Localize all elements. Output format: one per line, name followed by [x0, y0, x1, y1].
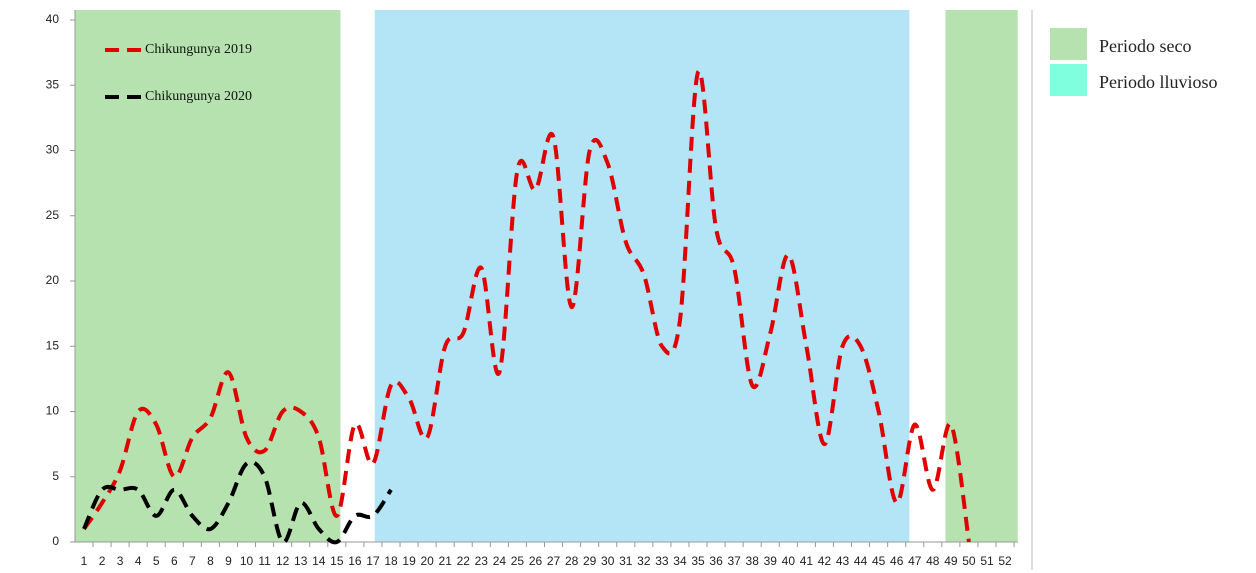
- x-tick-label: 15: [330, 554, 344, 568]
- period-band: [945, 10, 1018, 542]
- x-tick-label: 6: [171, 554, 178, 568]
- x-tick-label: 41: [800, 554, 814, 568]
- x-tick-label: 38: [746, 554, 760, 568]
- x-tick-label: 20: [420, 554, 434, 568]
- x-tick-label: 19: [402, 554, 416, 568]
- x-tick-label: 39: [764, 554, 778, 568]
- x-tick-label: 33: [655, 554, 669, 568]
- x-tick-label: 44: [854, 554, 868, 568]
- x-tick-label: 12: [276, 554, 290, 568]
- y-tick-label: 15: [46, 338, 60, 352]
- x-tick-label: 13: [294, 554, 308, 568]
- period-band: [74, 10, 341, 542]
- x-tick-label: 27: [547, 554, 561, 568]
- x-tick-label: 3: [117, 554, 124, 568]
- x-tick-label: 45: [872, 554, 886, 568]
- x-tick-label: 25: [511, 554, 525, 568]
- y-tick-label: 40: [46, 12, 60, 26]
- x-tick-label: 35: [691, 554, 705, 568]
- x-tick-label: 23: [475, 554, 489, 568]
- x-tick-label: 4: [135, 554, 142, 568]
- x-tick-label: 42: [818, 554, 832, 568]
- x-tick-label: 37: [727, 554, 741, 568]
- y-tick-label: 5: [52, 469, 59, 483]
- x-tick-label: 5: [153, 554, 160, 568]
- y-tick-label: 25: [46, 208, 60, 222]
- x-tick-label: 47: [908, 554, 922, 568]
- y-tick-label: 30: [46, 143, 60, 157]
- legend-label: Chikungunya 2020: [145, 89, 252, 104]
- x-tick-label: 43: [836, 554, 850, 568]
- x-tick-label: 17: [366, 554, 380, 568]
- x-tick-label: 32: [637, 554, 651, 568]
- x-tick-label: 22: [457, 554, 471, 568]
- x-tick-label: 49: [944, 554, 958, 568]
- y-tick-label: 0: [52, 534, 59, 548]
- legend-label: Chikungunya 2019: [145, 42, 252, 57]
- period-band: [374, 10, 910, 542]
- x-tick-label: 29: [583, 554, 597, 568]
- x-tick-label: 10: [240, 554, 254, 568]
- x-tick-label: 28: [565, 554, 579, 568]
- x-tick-label: 46: [890, 554, 904, 568]
- series-line: [82, 460, 393, 545]
- x-tick-label: 36: [709, 554, 723, 568]
- x-tick-label: 24: [493, 554, 507, 568]
- y-tick-label: 10: [46, 404, 60, 418]
- x-tick-label: 30: [601, 554, 615, 568]
- x-tick-label: 14: [312, 554, 326, 568]
- x-tick-label: 1: [81, 554, 88, 568]
- x-tick-label: 48: [926, 554, 940, 568]
- legend-swatch: [1050, 28, 1087, 60]
- x-tick-label: 50: [962, 554, 976, 568]
- x-tick-label: 21: [439, 554, 453, 568]
- x-tick-label: 7: [189, 554, 196, 568]
- legend-label: Periodo seco: [1099, 36, 1191, 56]
- x-tick-label: 26: [529, 554, 543, 568]
- x-tick-label: 51: [980, 554, 994, 568]
- x-tick-label: 11: [258, 554, 271, 568]
- y-tick-label: 20: [46, 273, 60, 287]
- x-tick-label: 40: [782, 554, 796, 568]
- x-tick-label: 8: [207, 554, 214, 568]
- legend-label: Periodo lluvioso: [1099, 72, 1218, 92]
- x-tick-label: 52: [998, 554, 1012, 568]
- x-tick-label: 31: [619, 554, 633, 568]
- legend-swatch: [1050, 64, 1087, 96]
- series-line: [82, 69, 971, 543]
- y-tick-label: 35: [46, 77, 60, 91]
- x-tick-label: 18: [384, 554, 398, 568]
- x-tick-label: 16: [348, 554, 362, 568]
- x-tick-label: 34: [673, 554, 687, 568]
- x-tick-label: 9: [225, 554, 232, 568]
- x-tick-label: 2: [99, 554, 106, 568]
